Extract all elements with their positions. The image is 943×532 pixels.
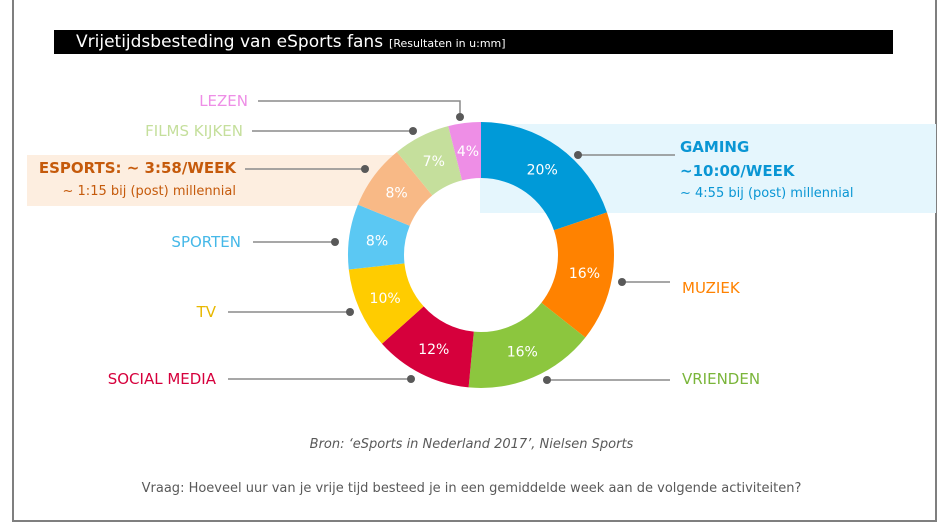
leader-dot-films-kijken bbox=[409, 127, 417, 135]
frame bbox=[12, 0, 937, 522]
data-label-vrienden: 16% bbox=[507, 345, 538, 361]
label-gaming: GAMING bbox=[680, 138, 750, 156]
leader-dot-sporten bbox=[331, 238, 339, 246]
slice-esports bbox=[357, 151, 433, 226]
leader-dot-muziek bbox=[618, 278, 626, 286]
label-lezen: LEZEN bbox=[199, 92, 248, 110]
leader-dot-social-media bbox=[407, 375, 415, 383]
data-label-muziek: 16% bbox=[569, 266, 600, 282]
slice-lezen bbox=[448, 122, 481, 181]
data-label-esports: 8% bbox=[386, 185, 408, 201]
leader-line-lezen bbox=[258, 100, 461, 117]
leader-dot-lezen bbox=[456, 113, 464, 121]
question-text: Vraag: Hoeveel uur van je vrije tijd bes… bbox=[141, 481, 802, 496]
label-vrienden: VRIENDEN bbox=[682, 370, 761, 388]
chart-title: Vrijetijdsbesteding van eSports fans bbox=[76, 32, 384, 52]
chart-subtitle: [Resultaten in u:mm] bbox=[389, 37, 506, 50]
leader-dot-esports bbox=[361, 165, 369, 173]
slice-vrienden bbox=[468, 302, 586, 388]
label-films-kijken: FILMS KIJKEN bbox=[145, 122, 243, 140]
esports-highlight bbox=[27, 155, 400, 206]
data-label-films-kijken: 7% bbox=[423, 154, 445, 170]
data-label-tv: 10% bbox=[370, 291, 401, 307]
slice-films-kijken bbox=[396, 126, 463, 196]
note-esports: ~ 1:15 bij (post) millennial bbox=[62, 184, 236, 199]
leader-dot-gaming bbox=[574, 151, 582, 159]
label-muziek: MUZIEK bbox=[682, 279, 740, 297]
label-social-media: SOCIAL MEDIA bbox=[107, 370, 216, 388]
label-tv: TV bbox=[196, 303, 216, 321]
note-gaming: ~ 4:55 bij (post) millennial bbox=[680, 186, 854, 201]
source-note: Bron: ‘eSports in Nederland 2017’, Niels… bbox=[309, 437, 634, 452]
slice-muziek bbox=[541, 212, 614, 338]
data-label-gaming: 20% bbox=[527, 163, 558, 179]
label-esports: ESPORTS: ~ 3:58/WEEK bbox=[38, 159, 236, 177]
chart-title-bar: Vrijetijdsbesteding van eSports fans [Res… bbox=[54, 30, 893, 54]
data-label-sporten: 8% bbox=[366, 233, 388, 249]
slice-gaming bbox=[481, 122, 607, 231]
slice-tv bbox=[348, 263, 424, 344]
data-label-lezen: 4% bbox=[457, 144, 479, 160]
leader-dot-vrienden bbox=[543, 376, 551, 384]
label-sporten: SPORTEN bbox=[171, 233, 241, 251]
slice-social-media bbox=[381, 306, 474, 388]
leader-dot-tv bbox=[346, 308, 354, 316]
data-label-social-media: 12% bbox=[418, 342, 449, 358]
slice-sporten bbox=[348, 204, 410, 270]
gaming-time: ~10:00/WEEK bbox=[680, 162, 795, 180]
